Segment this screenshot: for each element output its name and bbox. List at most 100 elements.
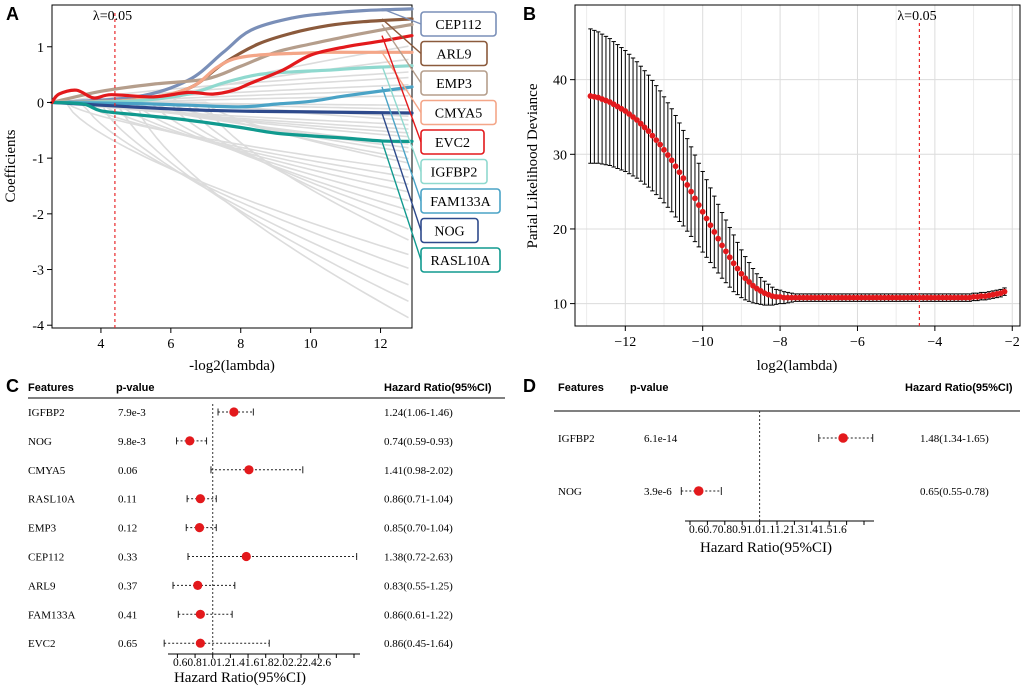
panel-b-point: [680, 175, 687, 182]
panel-d-header-hr: Hazard Ratio(95%CI): [905, 382, 1013, 394]
panel-a-path-rasl10a: [50, 100, 414, 143]
panel-a-path-emp3: [50, 22, 414, 105]
panel-c-hr-point: [194, 523, 205, 533]
panel-a-background-path: [52, 101, 409, 256]
panel-a-ytick-label: -3: [32, 264, 44, 279]
panel-a-ytick-label: 1: [37, 41, 44, 56]
panel-c-pvalue: 7.9e-3: [118, 407, 146, 419]
panel-b-point: [734, 265, 741, 272]
panel-d-pvalue: 6.1e-14: [644, 433, 678, 445]
panel-a-label-text: ARL9: [437, 48, 472, 63]
panel-c-hr-point: [193, 580, 203, 591]
panel-b-point: [692, 195, 698, 202]
panel-a-label-box-emp3: [420, 70, 488, 96]
panel-c-feature: NOG: [28, 436, 52, 448]
panel-c-hr-text: 0.86(0.71-1.04): [384, 494, 453, 506]
panel-c-pvalue: 0.37: [118, 580, 138, 592]
panel-c-feature: EMP3: [28, 523, 57, 535]
panel-a-ytick-label: 0: [37, 96, 44, 111]
panel-a-path-fam133a: [50, 85, 414, 109]
panel-c-feature: CEP112: [28, 552, 64, 564]
panel-a-xtick-label: 8: [237, 337, 244, 352]
panel-a-ytick-label: -4: [32, 319, 44, 334]
panel-a-ytick-label: -2: [32, 208, 44, 223]
panel-c-rows: IGFBP2 7.9e-3 1.24(1.06-1.46) NOG 9.8e-3 0.74…: [28, 404, 453, 658]
panel-b-xtick-label: −4: [927, 335, 942, 350]
panel-b-xlabel: log2(lambda): [757, 358, 838, 374]
panel-b-grid: [575, 5, 1020, 326]
panel-a-label-text: NOG: [434, 225, 464, 240]
panel-b-point: [645, 128, 652, 135]
panel-c-hr-point: [195, 609, 205, 619]
panel-b-point: [657, 141, 664, 148]
panel-a-label-connector: [381, 65, 422, 172]
panel-c-feature: IGFBP2: [28, 407, 65, 419]
panel-a-label-text: EMP3: [436, 77, 472, 92]
panel-c-hr-text: 0.74(0.59-0.93): [384, 436, 453, 448]
panel-a-path-nog: [50, 100, 414, 115]
panel-c-hr-point: [244, 465, 254, 475]
panel-a-label-box-cmya5: [420, 99, 497, 126]
panel-letter-d: D: [523, 376, 536, 396]
panel-a-path-evc2: [50, 34, 414, 105]
panel-a-label-box-cep112: [420, 11, 497, 37]
panel-b-point: [672, 163, 679, 170]
panel-d-hr-text: 1.48(1.34-1.65): [920, 433, 989, 445]
panel-a-label-box-nog: [420, 217, 479, 244]
panel-a-label-text: FAM133A: [430, 195, 491, 210]
panel-b-point: [676, 169, 683, 176]
panel-b-error-bars: [588, 28, 1007, 306]
panel-b-point: [715, 235, 722, 242]
panel-b-point: [684, 182, 691, 188]
panel-a-label-connector: [381, 35, 422, 143]
panel-d-hr-point: [838, 433, 848, 443]
panel-b-point: [641, 124, 648, 131]
panel-b-point: [746, 279, 753, 285]
panel-a-label-text: IGFBP2: [431, 166, 478, 181]
panel-d-header-features: Features: [558, 382, 604, 394]
panel-a-label-connector: [381, 18, 422, 55]
panel-b-points: [587, 93, 1008, 301]
panel-b-xtick-label: −10: [692, 335, 714, 350]
panel-b-point: [634, 117, 640, 123]
panel-a-label-connector: [381, 51, 422, 113]
panel-b-point: [699, 208, 706, 215]
panel-b-point: [1001, 288, 1008, 295]
panel-c-header-pvalue: p-value: [116, 382, 155, 394]
panel-a-label-text: CMYA5: [435, 107, 482, 122]
panel-b-point: [653, 137, 660, 144]
panel-c-hr-point: [195, 638, 205, 648]
panel-b-point: [719, 242, 725, 249]
panel-a-xtick-label: 10: [304, 337, 318, 352]
panel-b-point: [688, 188, 694, 195]
panel-b-ytick-label: 10: [553, 298, 567, 313]
panel-c-feature: FAM133A: [28, 609, 76, 621]
panel-letter-c: C: [6, 376, 19, 396]
panel-a-path-igfbp2: [50, 64, 414, 105]
panel-letter-a: A: [6, 4, 19, 24]
panel-c-hr-text: 0.86(0.45-1.64): [384, 638, 453, 650]
panel-b-frame: [574, 4, 1021, 327]
panel-b-xtick-label: −2: [1005, 335, 1020, 350]
panel-c-header-hr: Hazard Ratio(95%CI): [384, 382, 492, 394]
panel-b-point: [695, 202, 702, 208]
panel-a-xtick-label: 6: [167, 337, 174, 352]
panel-d-xlabel: Hazard Ratio(95%CI): [700, 540, 832, 556]
panel-c-pvalue: 0.12: [118, 523, 137, 535]
panel-c-hr-point: [185, 436, 195, 446]
panel-c-pvalue: 0.33: [118, 552, 138, 564]
panel-a-label-connector: [381, 141, 422, 261]
panel-b-lambda-label: λ=0.05: [897, 9, 936, 24]
panel-d-feature: IGFBP2: [558, 433, 595, 445]
panel-a-background-path: [52, 101, 409, 286]
panel-c-tick-labels: 0.60.81.01.21.41.61.82.02.22.42.6: [173, 657, 331, 669]
panel-b-deviance-plot: −12 −10 −8 −6 −4 −2 10 20 30 40 λ=0.05 log2(lambd…: [525, 4, 1021, 374]
panel-c-hr-text: 0.85(0.70-1.04): [384, 523, 453, 535]
panel-d-rows: IGFBP2 6.1e-14 1.48(1.34-1.65) NOG 3.9e-6 0.6…: [558, 411, 989, 525]
panel-a-xtick-label: 4: [97, 337, 104, 352]
panel-a-background-path: [52, 101, 409, 178]
panel-a-label-text: CEP112: [435, 18, 481, 33]
panel-c-hr-text: 1.24(1.06-1.46): [384, 407, 453, 419]
